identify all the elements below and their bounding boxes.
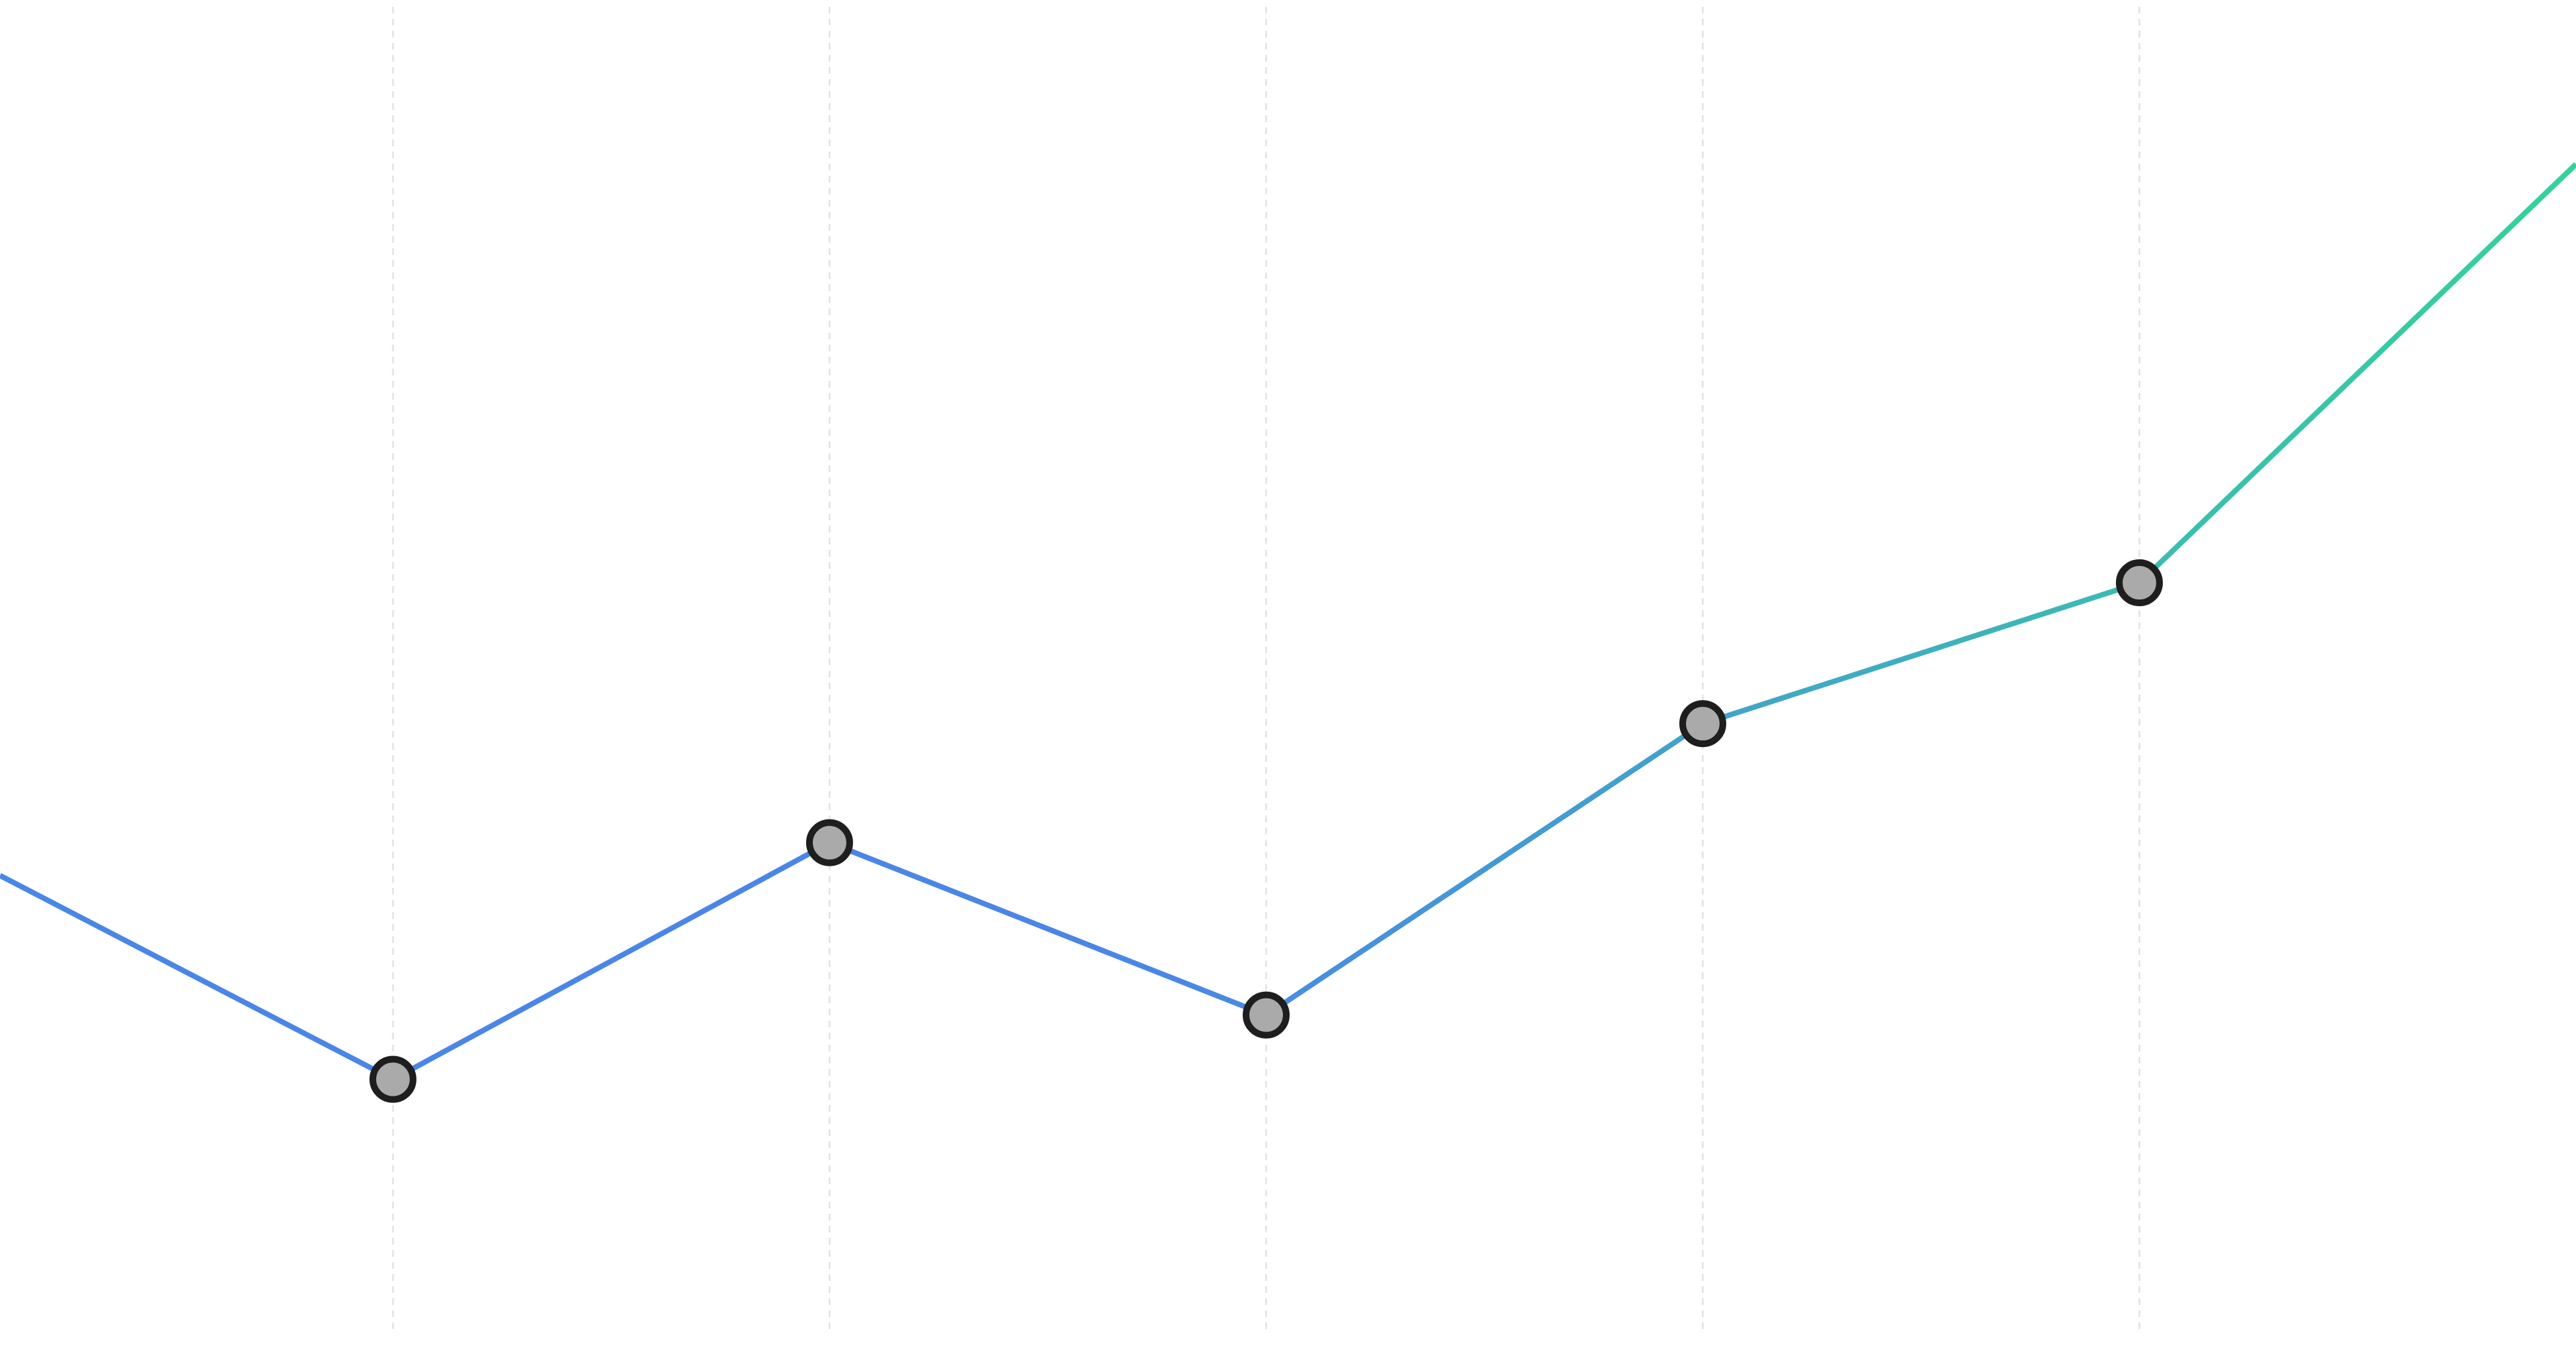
- data-point: [805, 819, 853, 866]
- data-point: [1242, 991, 1290, 1039]
- data-point: [369, 1056, 416, 1103]
- data-point: [2115, 559, 2163, 607]
- data-line: [0, 162, 2576, 1082]
- data-point: [1679, 700, 1726, 748]
